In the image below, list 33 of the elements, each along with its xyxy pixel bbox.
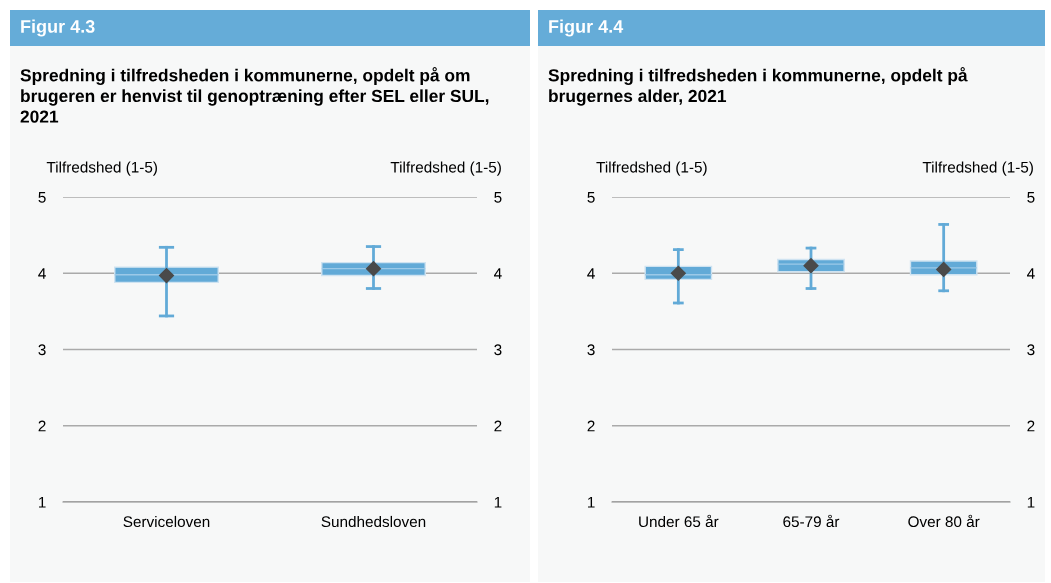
y-axis-title: Tilfredshed (1-5): [46, 161, 157, 176]
y2-tick-label: 3: [494, 344, 502, 356]
y-tick-label: 3: [38, 344, 46, 356]
y2-axis-title: Tilfredshed (1-5): [390, 161, 501, 176]
x-tick-label: Serviceloven: [123, 515, 210, 528]
y-tick-label: 4: [38, 268, 46, 279]
y-tick-label: 4: [587, 268, 595, 279]
y2-tick-label: 5: [1027, 192, 1035, 203]
y2-tick-label: 3: [1027, 344, 1035, 356]
y2-tick-label: 4: [1027, 268, 1035, 279]
y-tick-label: 1: [588, 497, 595, 508]
y-tick-label: 2: [38, 420, 46, 432]
y-axis-title: Tilfredshed (1-5): [596, 161, 707, 176]
y-tick-label: 2: [587, 420, 595, 432]
x-tick-label: 65-79 år: [783, 514, 840, 528]
y-tick-label: 1: [39, 497, 46, 508]
y2-tick-label: 2: [1027, 420, 1035, 432]
chart-title: Figur 4.3: [21, 19, 95, 37]
chart-title: Figur 4.4: [549, 19, 624, 37]
y-tick-label: 5: [587, 192, 595, 203]
y-tick-label: 5: [38, 192, 46, 203]
y-tick-label: 3: [587, 344, 595, 356]
chart-subtitle: Spredning i tilfredsheden i kommunerne, opdelt på om brugeren er henvist til genoptræning efter SEL eller SUL, 2021: [20, 67, 489, 123]
y2-tick-label: 1: [494, 497, 502, 508]
y2-axis-title: Tilfredshed (1-5): [922, 161, 1033, 176]
y2-tick-label: 1: [1027, 497, 1035, 508]
chart-subtitle: Spredning i tilfredsheden i kommunerne, opdelt på brugernes alder, 2021: [548, 67, 968, 106]
y2-tick-label: 2: [494, 420, 502, 432]
y2-tick-label: 4: [494, 268, 502, 279]
y2-tick-label: 5: [494, 192, 502, 203]
x-tick-label: Under 65 år: [639, 514, 719, 528]
x-tick-label: Over 80 år: [908, 514, 980, 528]
x-tick-label: Sundhedsloven: [321, 515, 426, 528]
